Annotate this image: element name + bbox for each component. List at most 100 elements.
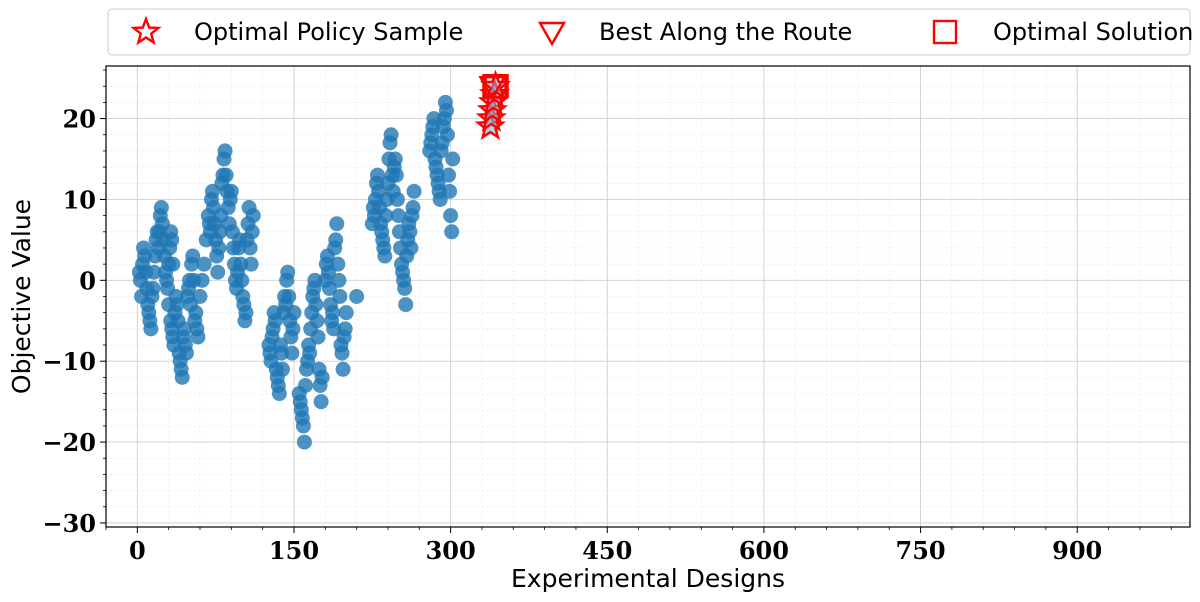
legend-label-optimal-policy-sample: Optimal Policy Sample [194,18,463,46]
circle-data-point [188,305,204,321]
circle-data-point [196,256,212,272]
grid-layer [105,66,1190,527]
circle-data-point [377,248,393,264]
circle-data-point [405,200,421,216]
circle-data-point [146,264,162,280]
circle-data-point [194,272,210,288]
y-tick-label: 0 [79,266,96,295]
legend-square-icon [932,19,958,45]
circle-data-point [192,289,208,304]
y-tick-label: 10 [63,185,96,214]
circle-data-point [349,289,365,304]
circle-data-point [284,345,300,361]
legend-star-icon-shape [130,15,162,46]
circle-data-point [332,289,348,304]
circle-data-point [328,232,344,248]
special-points-layer [474,69,512,140]
circle-data-point [273,345,289,361]
circle-data-point [441,167,457,183]
circle-data-point [302,345,318,361]
circle-data-point [442,183,458,199]
x-tick-label: 300 [426,536,476,565]
circle-data-point [169,297,185,313]
circle-data-point [211,240,227,256]
circle-data-point [370,167,386,183]
circle-data-point [314,369,330,385]
circle-data-point [325,305,341,321]
y-tick-label: −10 [42,347,96,376]
circle-data-point [403,240,419,256]
circle-data-point [164,232,180,248]
x-tick-label: 0 [129,536,146,565]
circle-data-point [190,329,206,345]
legend-box [107,8,1191,56]
circle-data-point [338,305,354,321]
circle-data-point [438,102,454,118]
circle-data-point [210,264,226,280]
x-tick-label: 600 [739,536,789,565]
circle-data-point [178,345,194,361]
circle-data-point [286,305,302,321]
circle-data-point [390,208,406,224]
circle-data-point [244,224,260,240]
circle-data-point [443,208,459,224]
ticks-layer: 0 150 300 450 600 750 900 −30 −20 −10 0 10 20 [42,69,1172,565]
circle-data-point [388,167,404,183]
legend-star-icon [130,15,162,46]
circle-data-point [389,191,405,207]
circle-data-point [274,361,290,377]
circle-data-point [174,369,190,385]
circle-data-point [334,345,350,361]
y-axis-label: Objective Value [7,199,36,394]
circle-data-point [234,272,250,288]
circle-data-point [398,297,414,313]
x-tick-label: 900 [1052,536,1102,565]
circle-data-point [217,143,233,159]
circle-data-point [402,224,418,240]
circle-data-point [243,256,259,272]
circle-data-point [444,224,460,240]
circle-data-point [335,361,351,377]
y-tick-label: 20 [63,105,96,134]
circle-data-point [397,280,413,296]
circle-data-point [326,321,342,337]
x-tick-label: 450 [582,536,632,565]
circle-data-point [238,305,254,321]
circle-data-point [137,248,153,264]
circle-data-point [176,321,192,337]
legend-triangle-down-icon [537,21,567,47]
x-tick-label: 150 [269,536,319,565]
circle-data-point [309,313,325,329]
points-layer [131,94,461,450]
circle-data-point [185,248,201,264]
x-tick-label: 750 [896,536,946,565]
circle-data-point [165,256,181,272]
circle-data-point [281,289,297,304]
y-tick-label: −30 [42,509,96,538]
legend-label-optimal-solution: Optimal Solution [993,18,1193,46]
circle-data-point [218,167,234,183]
circle-data-point [445,151,461,167]
legend-triangle-down-icon-shape [537,21,567,47]
legend-square-icon-shape [932,19,958,45]
legend-label-best-along-route: Best Along the Route [599,18,852,46]
circle-data-point [242,240,258,256]
circle-data-point [280,264,296,280]
circle-data-point [383,127,399,143]
circle-data-point [330,256,346,272]
circle-data-point [145,280,161,296]
circle-data-point [313,394,329,410]
circle-data-point [307,272,323,288]
circle-data-point [153,200,169,216]
circle-data-point [439,127,455,143]
circle-data-point [223,183,239,199]
circle-data-point [406,183,422,199]
circle-data-point [308,297,324,313]
circle-data-point [295,418,311,434]
circle-data-point [387,151,403,167]
circle-data-point [245,208,261,224]
y-tick-label: −20 [42,428,96,457]
circle-data-point [310,329,326,345]
